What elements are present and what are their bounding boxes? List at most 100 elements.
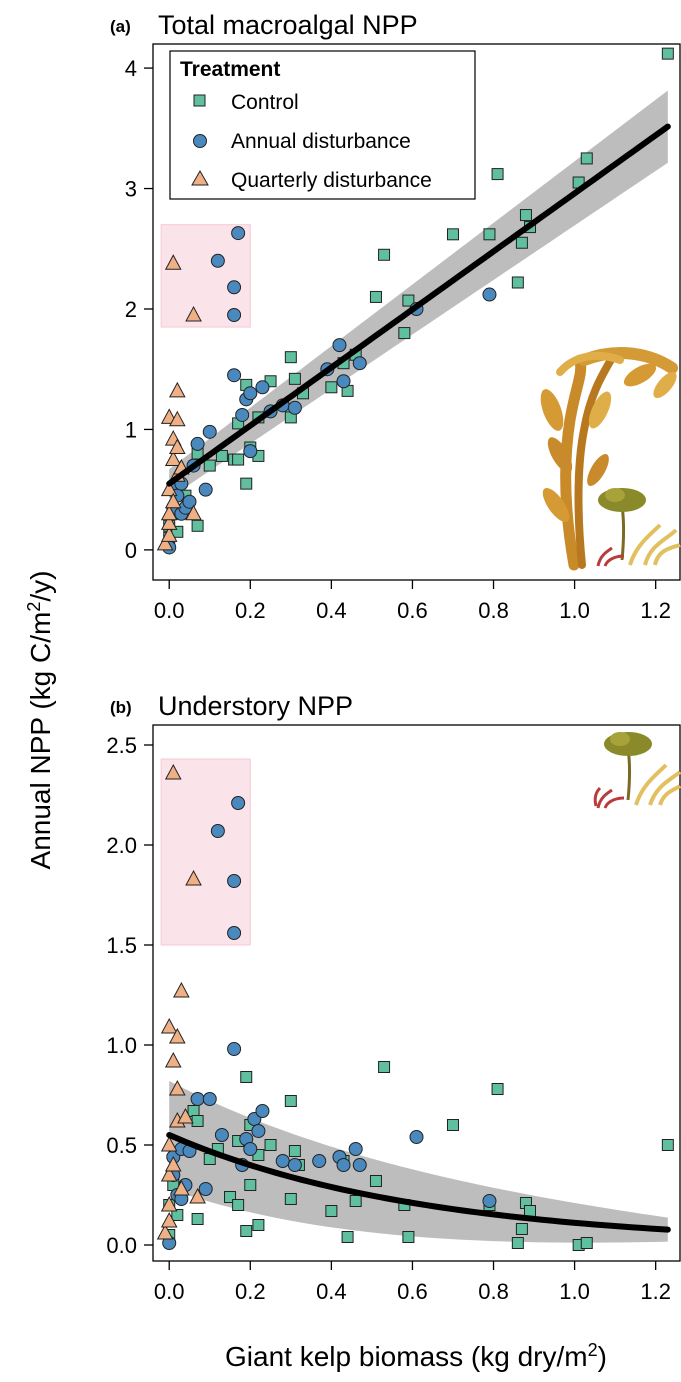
panel-a-title: Total macroalgal NPP (158, 10, 418, 40)
y-tick-label: 3 (125, 177, 137, 202)
x-tick-label: 0.8 (478, 1279, 509, 1304)
quarterly-disturbance-point (173, 1179, 190, 1196)
annual-disturbance-point (312, 1154, 327, 1168)
quarterly-disturbance-point (160, 526, 178, 542)
control-point (349, 1195, 362, 1207)
y-tick-label: 0.5 (106, 1133, 137, 1158)
control-point (511, 276, 524, 289)
quarterly-disturbance-point (160, 1135, 178, 1152)
legend-quarterly-marker (191, 169, 209, 186)
y-tick-label: 2.0 (106, 833, 137, 858)
quarterly-disturbance-point (164, 450, 182, 467)
panel-b-x-axis: 0.0 0.2 0.4 0.6 0.8 1.0 1.2 (154, 1261, 671, 1304)
control-point (398, 327, 411, 340)
x-axis-title: Giant kelp biomass (kg dry/m2) (225, 1340, 607, 1372)
y-axis-title: Annual NPP (kg C/m2/y) (24, 571, 56, 870)
x-tick-label: 0.0 (154, 1279, 185, 1304)
legend-quarterly-label: Quarterly disturbance (231, 169, 432, 192)
quarterly-disturbance-point (177, 1107, 194, 1124)
annual-disturbance-point (348, 1142, 363, 1156)
quarterly-disturbance-point (168, 1027, 186, 1044)
legend-title: Treatment (180, 58, 280, 81)
control-point (288, 372, 301, 385)
control-point (187, 1105, 200, 1117)
annual-disturbance-point (243, 1142, 258, 1156)
panel-a-y-axis: 0 1 2 3 4 (125, 56, 153, 563)
control-point (240, 1071, 253, 1083)
quarterly-disturbance-point (160, 480, 178, 497)
x-tick-label: 0.2 (235, 598, 266, 623)
control-point (224, 1191, 237, 1203)
quarterly-disturbance-point (160, 1165, 178, 1182)
annual-disturbance-point (287, 1158, 302, 1172)
x-tick-label: 1.0 (559, 598, 590, 623)
control-point (191, 519, 204, 532)
annual-disturbance-point (352, 356, 367, 371)
y-tick-label: 0.0 (106, 1233, 137, 1258)
panel-b-y-axis: 0.0 0.5 1.0 1.5 2.0 2.5 (106, 733, 153, 1258)
annual-disturbance-point (227, 280, 242, 295)
annual-disturbance-point (243, 444, 258, 459)
quarterly-disturbance-point (168, 381, 186, 398)
understory-algae-icon (593, 732, 681, 809)
annual-disturbance-point (227, 874, 242, 888)
panel-b-plot-frame (152, 724, 681, 1262)
y-tick-label: 4 (125, 56, 137, 81)
control-point (203, 459, 216, 472)
legend-control-marker (193, 94, 206, 107)
control-point (402, 1231, 415, 1243)
y-tick-label: 0 (125, 538, 137, 563)
panel-b-points (156, 763, 674, 1251)
control-point (515, 236, 528, 249)
quarterly-disturbance-point (164, 1051, 182, 1068)
panel-b-title: Understory NPP (158, 691, 353, 721)
quarterly-disturbance-point (168, 410, 186, 427)
annual-disturbance-point (482, 287, 497, 302)
quarterly-disturbance-point (168, 438, 186, 455)
control-point (232, 1199, 245, 1211)
control-point (661, 47, 674, 60)
annual-disturbance-point (182, 494, 197, 509)
annual-disturbance-point (198, 1182, 213, 1196)
control-point (325, 381, 338, 394)
annual-disturbance-point (210, 824, 225, 838)
control-point (580, 152, 593, 165)
annual-disturbance-point (202, 424, 217, 439)
annual-disturbance-point (235, 407, 250, 422)
panel-a-fit-line (166, 123, 671, 487)
x-tick-label: 0.4 (316, 598, 347, 623)
panel-a-plot-frame (152, 43, 681, 581)
control-point (171, 1209, 184, 1221)
annual-disturbance-point (255, 1104, 270, 1118)
quarterly-disturbance-point (164, 492, 182, 509)
control-point (252, 1219, 265, 1231)
control-point (191, 1115, 204, 1127)
panel-b-fit-line (166, 1132, 671, 1233)
control-point (515, 1223, 528, 1235)
annual-disturbance-point (482, 1194, 497, 1208)
control-point (511, 1237, 524, 1249)
annual-disturbance-point (287, 400, 302, 415)
annual-disturbance-point (231, 796, 246, 810)
annual-disturbance-point (227, 1042, 242, 1056)
panel-b-highlight-box (160, 758, 251, 946)
quarterly-disturbance-point (164, 1155, 182, 1172)
annual-disturbance-point (255, 380, 270, 395)
control-point (240, 477, 253, 490)
panel-a-points (156, 47, 674, 555)
control-point (491, 168, 504, 181)
annual-disturbance-point (336, 1158, 351, 1172)
annual-disturbance-point (210, 253, 225, 268)
control-point (341, 1231, 354, 1243)
annual-disturbance-point (214, 1128, 229, 1142)
quarterly-disturbance-point (160, 1211, 178, 1228)
annual-disturbance-point (352, 1158, 367, 1172)
control-point (191, 1213, 204, 1225)
control-point (215, 449, 228, 462)
annual-disturbance-point (336, 374, 351, 389)
panel-a-tag: (a) (110, 17, 131, 36)
panel-a: (a) Total macroalgal NPP 0 1 2 3 4 0.0 0.2 0.4… (110, 10, 681, 623)
legend-annual-marker (193, 134, 207, 148)
giant-kelp-icon (540, 347, 681, 571)
